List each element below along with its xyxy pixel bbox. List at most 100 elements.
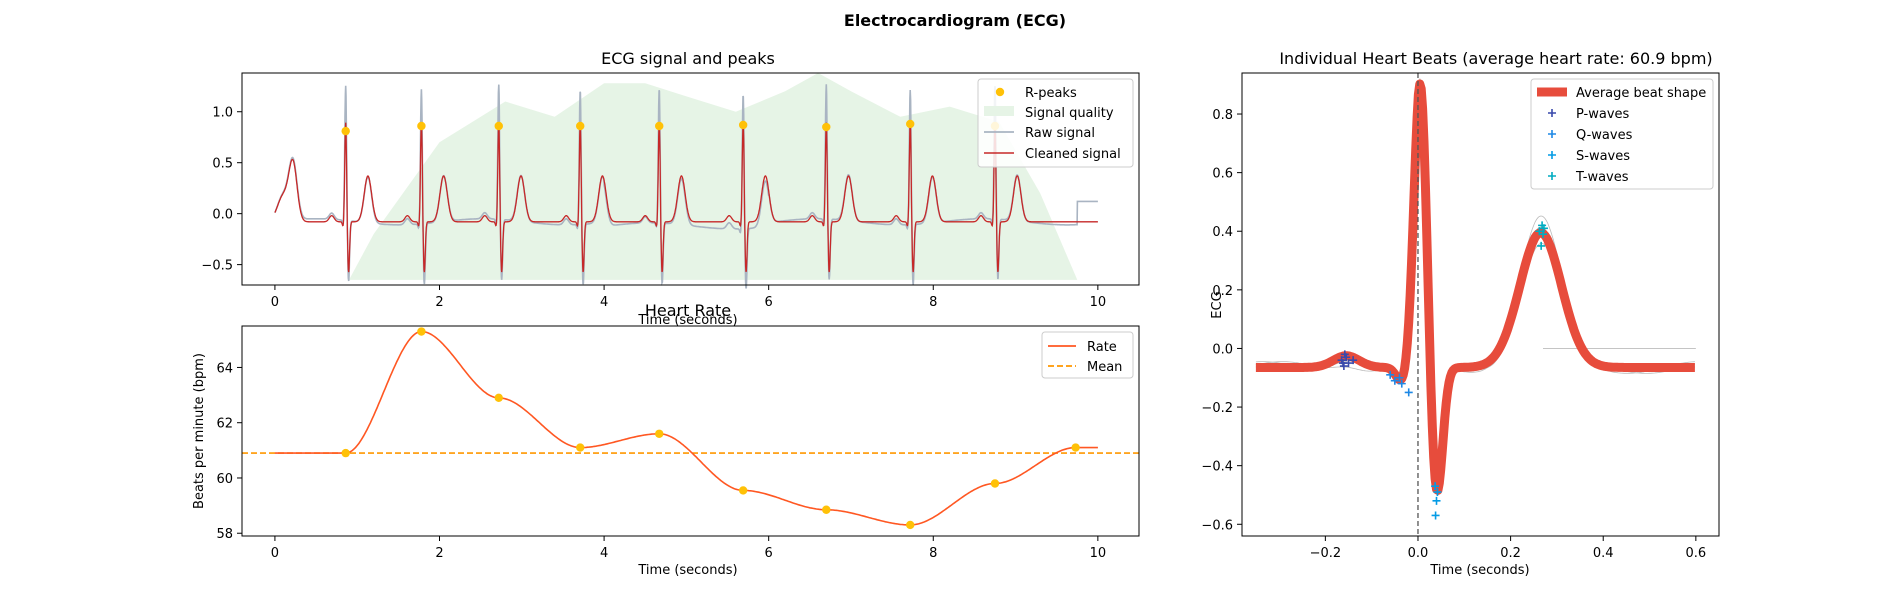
t-wave-point (1539, 230, 1548, 239)
x-tick-label: 0.4 (1593, 546, 1614, 561)
x-tick-label: 8 (929, 295, 937, 310)
r-peak-point (655, 121, 664, 131)
legend-label: Signal quality (1025, 106, 1114, 121)
y-tick-label: −0.2 (1201, 401, 1233, 416)
y-tick-label: 1.0 (212, 106, 233, 121)
rate-point (822, 505, 831, 514)
rate-point (738, 486, 748, 495)
legend-label: T-waves (1575, 170, 1629, 185)
y-tick-label: 0.6 (1212, 167, 1233, 182)
s-wave-point (1431, 511, 1440, 520)
legend-marker (1548, 151, 1556, 159)
y-tick-label: 60 (216, 472, 233, 487)
s-wave-point (1431, 482, 1440, 491)
r-peak-point (341, 126, 350, 136)
r-peak-point (906, 119, 915, 129)
heart-rate-panel: Heart Rate 0 2 4 6 8 10 58 60 62 64 Time (seconds… (192, 301, 1140, 578)
heart-rate-ylabel: Beats per minute (bpm) (192, 353, 207, 509)
x-tick-label: 6 (765, 295, 773, 310)
legend-label: R-peaks (1025, 86, 1077, 101)
p-wave-point (1349, 356, 1358, 365)
heart-beats-ticks: −0.2 0.0 0.2 0.4 0.6 −0.6 −0.4 −0.2 0.0 0.2 0.4 0.6… (1201, 108, 1706, 561)
y-tick-label: −0.6 (1201, 518, 1233, 533)
signal-quality-area (348, 73, 1078, 280)
r-peak-point (576, 121, 585, 131)
q-wave-point (1395, 373, 1404, 382)
y-tick-label: 0.2 (1212, 284, 1233, 299)
p-wave-point (1338, 359, 1347, 368)
y-tick-label: 0.5 (212, 157, 233, 172)
t-wave-point (1537, 241, 1546, 250)
q-wave-point (1397, 379, 1406, 388)
q-wave-point (1390, 376, 1399, 385)
x-tick-label: 0 (271, 546, 279, 561)
t-wave-point (1539, 224, 1548, 233)
x-tick-label: 2 (435, 295, 443, 310)
rate-point (341, 448, 350, 458)
x-tick-label: 0.6 (1686, 546, 1707, 561)
cleaned-signal-line (274, 121, 1098, 273)
x-tick-label: 10 (1090, 546, 1107, 561)
rate-point (990, 479, 1000, 488)
ecg-signal-xlabel: Time (seconds) (637, 313, 737, 328)
rate-point (576, 443, 585, 452)
legend-box (1041, 331, 1134, 379)
x-tick-label: 4 (600, 295, 608, 310)
r-peak-point (494, 121, 503, 131)
q-wave-point (1386, 370, 1395, 379)
y-tick-label: 0.0 (1212, 342, 1233, 357)
legend-marker (995, 87, 1005, 97)
p-wave-point (1340, 350, 1349, 359)
rate-point (906, 520, 915, 530)
heart-rate-frame (241, 325, 1140, 537)
y-tick-label: −0.4 (1201, 460, 1233, 475)
figure-title: Electrocardiogram (ECG) (844, 11, 1066, 30)
heart-rate-ticks: 0 2 4 6 8 10 58 60 62 64 (216, 361, 1106, 561)
heart-beats-ylabel: ECG (1210, 291, 1225, 318)
legend-marker (1548, 109, 1556, 117)
y-tick-label: 0.0 (212, 208, 233, 223)
legend-marker (984, 106, 1014, 116)
heart-rate-title: Heart Rate (645, 301, 731, 320)
legend-label: Average beat shape (1576, 86, 1706, 101)
ecg-signal-panel: ECG signal and peaks 0 2 4 6 8 10 −0.5 0.0 0.5 1.… (201, 49, 1140, 328)
heart-beats-legend: Average beat shape P-waves Q-waves S-waves T… (1530, 78, 1714, 190)
y-tick-label: 62 (216, 417, 233, 432)
legend-label: Mean (1087, 360, 1122, 375)
heart-beats-xlabel: Time (seconds) (1429, 563, 1529, 578)
legend-box (1530, 78, 1714, 190)
heart-beats-title: Individual Heart Beats (average heart ra… (1279, 49, 1712, 68)
heart-rate-marks (242, 327, 1139, 530)
legend-label: Raw signal (1025, 126, 1095, 141)
r-peak-point (417, 121, 426, 131)
rate-point (655, 429, 664, 438)
r-peak-point (822, 122, 831, 132)
q-wave-point (1404, 388, 1413, 397)
rate-point (494, 393, 503, 403)
legend-box (977, 78, 1134, 168)
ecg-signal-ticks: 0 2 4 6 8 10 −0.5 0.0 0.5 1.0 (201, 106, 1106, 310)
x-tick-label: 6 (765, 546, 773, 561)
legend-marker (1548, 130, 1556, 138)
heart-beats-frame (1241, 72, 1720, 537)
ecg-signal-title: ECG signal and peaks (601, 49, 775, 68)
rate-point (1071, 443, 1080, 452)
ecg-signal-legend: R-peaks Signal quality Raw signal Cleaned s… (977, 78, 1134, 168)
s-wave-point (1432, 496, 1441, 505)
y-tick-label: 0.8 (1212, 108, 1233, 123)
y-tick-label: 0.4 (1212, 225, 1233, 240)
legend-label: Q-waves (1576, 128, 1633, 143)
legend-label: Cleaned signal (1025, 147, 1121, 162)
y-tick-label: 64 (216, 361, 233, 376)
heart-beats-panel: Individual Heart Beats (average heart ra… (1201, 49, 1720, 578)
heart-rate-legend: Rate Mean (1041, 331, 1134, 379)
heart-beats-marks (1252, 73, 1698, 536)
ecg-signal-marks (274, 73, 1098, 289)
legend-marker (1548, 172, 1556, 180)
s-wave-point (1433, 488, 1442, 497)
x-tick-label: 0.2 (1500, 546, 1521, 561)
x-tick-label: 2 (435, 546, 443, 561)
r-peak-point (738, 120, 748, 130)
rate-line (274, 330, 1098, 526)
